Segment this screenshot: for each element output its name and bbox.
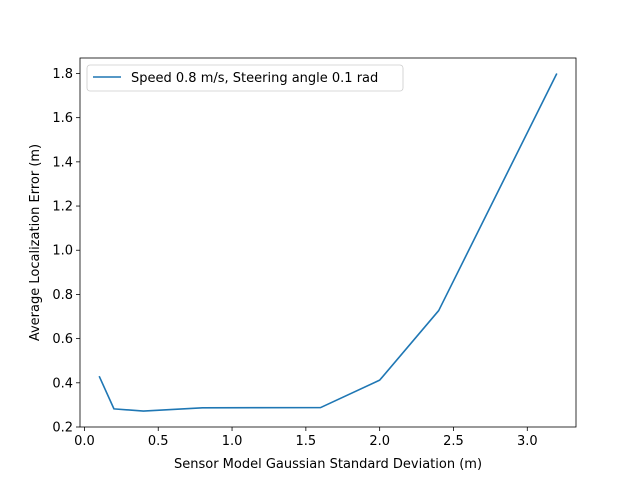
x-tick-label: 2.5 [443,434,464,449]
axes-frame [79,57,577,428]
y-tick-label: 1.0 [52,244,73,259]
series-line [98,73,558,412]
x-tick-label: 3.0 [517,434,538,449]
y-tick-label: 1.4 [52,155,73,170]
y-tick-label: 0.8 [52,288,73,303]
y-axis-label: Average Localization Error (m) [28,144,43,341]
x-tick-label: 1.5 [296,434,317,449]
y-tick-label: 1.8 [52,67,73,82]
x-axis-label: Sensor Model Gaussian Standard Deviation… [174,457,482,472]
legend: Speed 0.8 m/s, Steering angle 0.1 rad [86,64,404,92]
x-tick-label: 0.5 [148,434,169,449]
x-tick-label: 0.0 [74,434,95,449]
x-axis-ticks: 0.0 0.5 1.0 1.5 2.0 2.5 3.0 [74,427,538,449]
y-axis-ticks: 0.2 0.4 0.6 0.8 1.0 1.2 1.4 1.6 1.8 [52,67,80,436]
x-tick-label: 2.0 [369,434,390,449]
y-tick-label: 0.6 [52,332,73,347]
y-tick-label: 0.2 [52,421,73,436]
legend-box [86,64,404,92]
y-tick-label: 1.2 [52,200,73,215]
plot-layer [98,73,558,412]
y-tick-label: 1.6 [52,111,73,126]
legend-label: Speed 0.8 m/s, Steering angle 0.1 rad [131,71,378,86]
x-tick-label: 1.0 [222,434,243,449]
y-tick-label: 0.4 [52,376,73,391]
